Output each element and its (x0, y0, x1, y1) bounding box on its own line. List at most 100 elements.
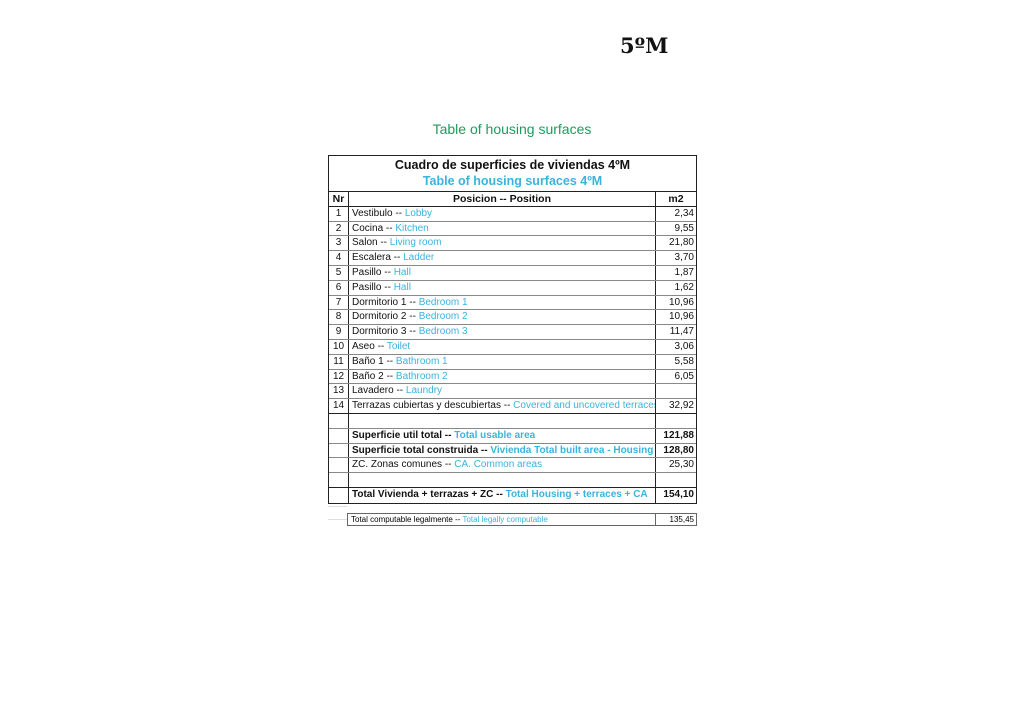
label-en: Vivienda Total built area - Housing (490, 444, 654, 456)
row-nr: 10 (329, 339, 349, 354)
table-row: 10 Aseo -- Toilet 3,06 (329, 339, 696, 355)
row-nr: 6 (329, 280, 349, 295)
row-nr (329, 487, 349, 503)
label-en: Bedroom 2 (418, 311, 468, 323)
table-row: 3 Salon -- Living room 21,80 (329, 236, 696, 252)
row-nr: 2 (329, 221, 349, 236)
row-m2: 1,62 (674, 281, 694, 293)
label-en: CA. Common areas (454, 459, 543, 471)
table-header-row: Nr Posicion -- Position m2 (329, 192, 696, 207)
label-en: Lobby (404, 207, 433, 219)
row-m2: 25,30 (668, 459, 694, 471)
row-nr: 13 (329, 384, 349, 399)
label-es: Vestibulo -- (352, 207, 405, 219)
row-position: Pasillo -- Hall (349, 265, 656, 280)
row-m2: 10,96 (668, 296, 694, 308)
table-row: 11 Baño 1 -- Bathroom 1 5,58 (329, 354, 696, 370)
label-es: Escalera -- (352, 252, 404, 264)
header-position: Posicion -- Position (349, 192, 656, 206)
label-en: Covered and uncovered terraces (513, 400, 656, 412)
label-es: Aseo -- (352, 340, 387, 352)
table-row: Total Vivienda + terrazas + ZC -- Total … (329, 487, 696, 503)
label-es: Superficie total construida -- (352, 444, 491, 456)
document-title: Table of housing surfaces (432, 121, 592, 137)
row-nr: 12 (329, 369, 349, 384)
table-row: 6 Pasillo -- Hall 1,62 (329, 280, 696, 296)
table-row: 1 Vestibulo -- Lobby 2,34 (329, 206, 696, 222)
row-nr (329, 443, 349, 458)
table-row: 13 Lavadero -- Laundry (329, 384, 696, 400)
header-m2: m2 (668, 193, 684, 205)
table-row: 2 Cocina -- Kitchen 9,55 (329, 221, 696, 237)
row-nr: 8 (329, 310, 349, 325)
label-es: Dormitorio 2 -- (352, 311, 419, 323)
row-m2 (656, 473, 696, 487)
row-position: Total Vivienda + terrazas + ZC -- Total … (349, 487, 656, 503)
label-es: Dormitorio 3 -- (352, 326, 419, 338)
row-m2: 6,05 (674, 370, 694, 382)
label-es: Baño 1 -- (352, 355, 396, 367)
label-es: Lavadero -- (352, 385, 406, 397)
row-position (349, 473, 656, 487)
label-es: Pasillo -- (352, 266, 394, 278)
row-m2: 5,58 (674, 355, 694, 367)
label-en: Total usable area (454, 429, 536, 441)
row-m2: 32,92 (668, 400, 694, 412)
table-row: 9 Dormitorio 3 -- Bedroom 3 11,47 (329, 325, 696, 340)
row-m2 (656, 384, 696, 398)
row-nr (329, 473, 349, 487)
row-position: Terrazas cubiertas y descubiertas -- Cov… (349, 399, 656, 413)
label-en: Bathroom 2 (395, 370, 448, 382)
label-es: Cocina -- (352, 222, 396, 234)
row-nr: 14 (329, 399, 349, 413)
row-nr: 11 (329, 354, 349, 369)
row-m2: 3,70 (674, 252, 694, 264)
computable-es: Total computable legalmente -- (351, 515, 463, 524)
row-nr: 4 (329, 251, 349, 265)
row-nr: 5 (329, 265, 349, 280)
row-m2: 121,88 (663, 429, 694, 441)
label-en: Bedroom 3 (418, 326, 468, 338)
row-m2: 10,96 (668, 311, 694, 323)
row-position: Dormitorio 1 -- Bedroom 1 (349, 295, 656, 310)
header-nr: Nr (329, 192, 349, 206)
label-en: Bedroom 1 (418, 296, 468, 308)
label-en: Hall (393, 266, 411, 278)
computable-en: Total legally computable (462, 515, 548, 524)
row-nr (329, 413, 349, 428)
label-es: Superficie util total -- (352, 429, 455, 441)
row-m2 (656, 414, 696, 428)
row-nr (329, 458, 349, 473)
row-m2: 21,80 (668, 237, 694, 249)
row-position: Baño 1 -- Bathroom 1 (349, 354, 656, 369)
row-position: Superficie total construida -- Vivienda … (349, 443, 656, 458)
label-es: Baño 2 -- (352, 370, 396, 382)
table-row: 14 Terrazas cubiertas y descubiertas -- C… (329, 399, 696, 414)
row-position: Aseo -- Toilet (349, 339, 656, 354)
computable-m2: 135,45 (669, 515, 694, 524)
label-es: Pasillo -- (352, 281, 394, 293)
table-row: 5 Pasillo -- Hall 1,87 (329, 265, 696, 281)
label-en: Toilet (386, 340, 411, 352)
label-es: Dormitorio 1 -- (352, 296, 419, 308)
label-en: Living room (389, 237, 442, 249)
row-nr: 7 (329, 295, 349, 310)
row-m2: 3,06 (674, 340, 694, 352)
table-row: Superficie total construida -- Vivienda … (329, 443, 696, 459)
label-es: Total Vivienda + terrazas + ZC -- (352, 488, 506, 500)
computable-row: Total computable legalmente -- Total leg… (347, 513, 697, 526)
row-m2: 1,87 (674, 266, 694, 278)
label-en: Kitchen (395, 222, 429, 234)
row-position: Salon -- Living room (349, 236, 656, 251)
table-row: Superficie util total -- Total usable ar… (329, 428, 696, 444)
label-en: Total Housing + terraces + CA (505, 488, 648, 500)
row-m2: 154,10 (663, 488, 694, 500)
row-position: Pasillo -- Hall (349, 280, 656, 295)
table-title: Cuadro de superficies de viviendas 4ºM T… (329, 156, 696, 192)
row-nr: 9 (329, 325, 349, 339)
label-es: Salon -- (352, 237, 390, 249)
row-position: Escalera -- Ladder (349, 251, 656, 265)
table-row: 8 Dormitorio 2 -- Bedroom 2 10,96 (329, 310, 696, 326)
row-position: Dormitorio 2 -- Bedroom 2 (349, 310, 656, 325)
label-es: Terrazas cubiertas y descubiertas -- (352, 400, 514, 412)
